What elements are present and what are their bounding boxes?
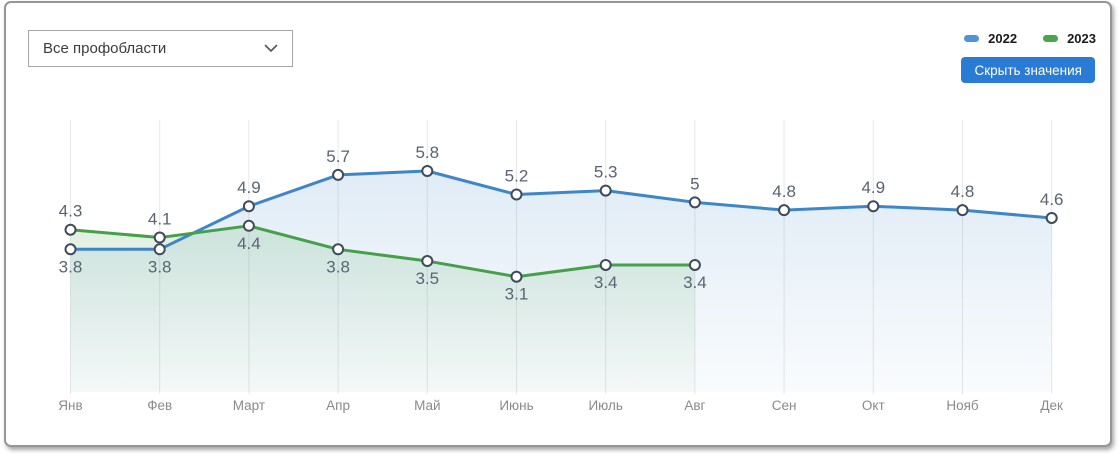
value-label-2022: 5 [690, 174, 699, 193]
x-axis-label: Май [414, 398, 440, 413]
x-axis-label: Нояб [946, 398, 979, 413]
data-point-2023[interactable] [153, 231, 166, 244]
value-label-2022: 4.9 [237, 178, 261, 197]
data-point-2023[interactable] [599, 258, 612, 271]
x-axis-label: Сен [772, 398, 797, 413]
value-label-2022: 4.9 [861, 178, 885, 197]
data-point-2022[interactable] [599, 184, 612, 197]
x-axis-label: Авг [684, 398, 705, 413]
series-line-2022 [69, 169, 1054, 251]
data-point-2023[interactable] [64, 223, 77, 236]
x-axis-label: Март [233, 398, 265, 413]
legend-swatch-2023 [1043, 35, 1059, 42]
value-label-2022: 5.2 [505, 166, 529, 185]
x-axis-label: Июнь [499, 398, 533, 413]
data-point-2023[interactable] [332, 243, 345, 256]
data-point-2022[interactable] [242, 200, 255, 213]
value-label-2023: 3.4 [683, 273, 707, 292]
data-point-2022[interactable] [778, 204, 791, 217]
data-point-2022[interactable] [153, 243, 166, 256]
legend-label-2022: 2022 [988, 31, 1018, 46]
data-point-2022[interactable] [956, 204, 969, 217]
data-point-2023[interactable] [688, 258, 701, 271]
value-label-2022: 5.8 [415, 143, 439, 162]
value-label-2023: 4.3 [59, 202, 83, 221]
data-point-2022[interactable] [510, 188, 523, 201]
data-point-2022[interactable] [1045, 211, 1058, 224]
legend-item-2022[interactable]: 2022 [964, 31, 1017, 46]
value-label-2022: 4.6 [1040, 190, 1064, 209]
chart-legend: 2022 2023 [964, 31, 1096, 46]
series-line-2023 [69, 224, 697, 279]
legend-item-2023[interactable]: 2023 [1043, 31, 1096, 46]
profession-filter-value: Все профобласти [43, 40, 167, 57]
value-label-2022: 4.8 [772, 182, 796, 201]
value-label-2023: 3.1 [505, 285, 529, 304]
value-label-2022: 3.8 [59, 257, 83, 276]
value-label-2023: 3.8 [326, 257, 350, 276]
hide-values-button[interactable]: Скрыть значения [961, 57, 1095, 83]
profession-filter-dropdown[interactable]: Все профобласти [28, 30, 293, 67]
value-label-2022: 3.8 [148, 257, 172, 276]
data-point-2022[interactable] [421, 165, 434, 177]
value-label-2023: 3.5 [415, 269, 439, 288]
data-point-2023[interactable] [421, 255, 434, 268]
data-point-2022[interactable] [688, 196, 701, 209]
data-point-2022[interactable] [332, 168, 345, 181]
x-axis-label: Июль [588, 398, 622, 413]
legend-swatch-2022 [964, 35, 980, 42]
value-label-2023: 4.4 [237, 234, 261, 253]
chart-widget: 3.8 3.8 4.9 5.7 5.8 5.2 5.3 5 4.8 4.9 4.8 4.6 4.3 4.1… [4, 1, 1112, 447]
x-axis-label: Апр [326, 398, 350, 413]
x-axis-label: Янв [58, 398, 82, 413]
data-point-2022[interactable] [64, 243, 77, 256]
data-point-2023[interactable] [510, 270, 523, 283]
value-label-2022: 4.8 [951, 182, 975, 201]
value-label-2022: 5.3 [594, 163, 618, 182]
x-axis-label: Окт [862, 398, 885, 413]
chart-canvas: 3.8 3.8 4.9 5.7 5.8 5.2 5.3 5 4.8 4.9 4.8 4.6 4.3 4.1… [58, 120, 1064, 413]
value-label-2023: 4.1 [148, 210, 172, 229]
data-point-2023[interactable] [242, 219, 255, 232]
x-axis-label: Фев [147, 398, 172, 413]
area-fill-2023 [70, 225, 695, 392]
data-point-2022[interactable] [867, 200, 880, 213]
value-label-2022: 5.7 [326, 147, 350, 166]
x-axis-label: Дек [1040, 398, 1063, 413]
legend-label-2023: 2023 [1067, 31, 1096, 46]
value-label-2023: 3.4 [594, 273, 618, 292]
chevron-down-icon [264, 44, 278, 53]
